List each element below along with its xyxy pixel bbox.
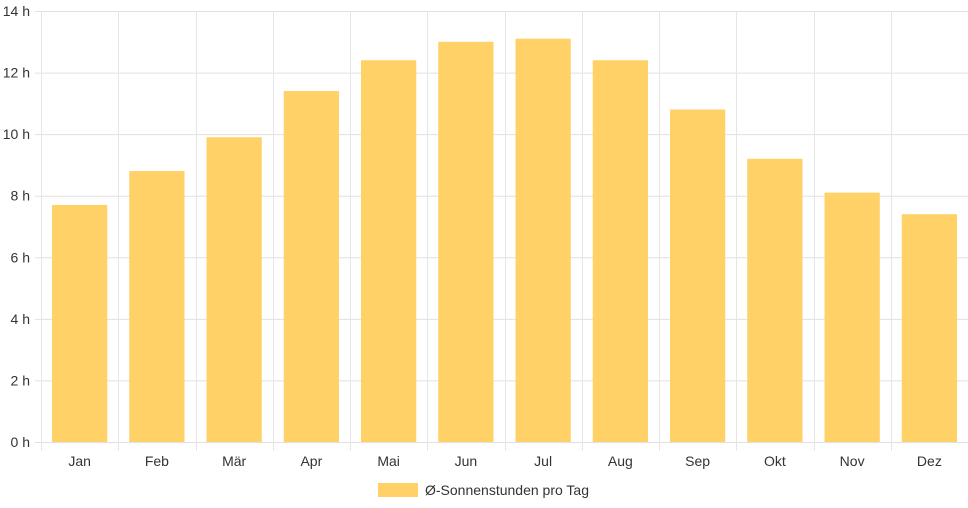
bar-mär[interactable]: [206, 137, 262, 442]
x-axis-ticks: Jan Feb Mär Apr Mai Jun Jul Aug Sep Okt Nov Dez: [68, 453, 941, 469]
legend[interactable]: Ø-Sonnenstunden pro Tag: [378, 482, 589, 498]
x-tick-label: Feb: [145, 453, 169, 469]
x-tick-label: Jul: [534, 453, 552, 469]
x-tick-label: Dez: [917, 453, 942, 469]
y-tick-label: 2 h: [11, 372, 30, 388]
x-tick-label: Jan: [68, 453, 91, 469]
x-tick-label: Mär: [222, 453, 246, 469]
legend-swatch[interactable]: [378, 483, 418, 497]
y-tick-label: 10 h: [3, 126, 30, 142]
legend-label[interactable]: Ø-Sonnenstunden pro Tag: [425, 482, 589, 498]
x-tick-label: Mai: [377, 453, 400, 469]
x-tick-label: Apr: [300, 453, 322, 469]
x-tick-label: Jun: [455, 453, 478, 469]
x-tick-label: Nov: [840, 453, 865, 469]
y-tick-label: 4 h: [11, 311, 30, 327]
y-tick-label: 8 h: [11, 188, 30, 204]
bar-dez[interactable]: [901, 214, 957, 442]
bar-jan[interactable]: [52, 204, 108, 442]
y-tick-label: 6 h: [11, 249, 30, 265]
y-tick-label: 14 h: [3, 3, 30, 19]
bar-mai[interactable]: [361, 60, 417, 442]
y-axis-ticks: 0 h 2 h 4 h 6 h 8 h 10 h 12 h 14 h: [3, 3, 30, 450]
bars: [52, 38, 957, 443]
grid-lines: [35, 11, 968, 451]
bar-sep[interactable]: [670, 109, 726, 442]
bar-nov[interactable]: [824, 192, 880, 442]
bar-apr[interactable]: [283, 91, 339, 443]
x-tick-label: Okt: [764, 453, 786, 469]
x-tick-label: Aug: [608, 453, 633, 469]
x-tick-label: Sep: [685, 453, 710, 469]
bar-aug[interactable]: [592, 60, 648, 442]
y-tick-label: 0 h: [11, 434, 30, 450]
y-tick-label: 12 h: [3, 65, 30, 81]
bar-feb[interactable]: [129, 171, 185, 443]
bar-jun[interactable]: [438, 41, 494, 443]
bar-jul[interactable]: [515, 38, 571, 442]
bar-okt[interactable]: [747, 158, 803, 442]
